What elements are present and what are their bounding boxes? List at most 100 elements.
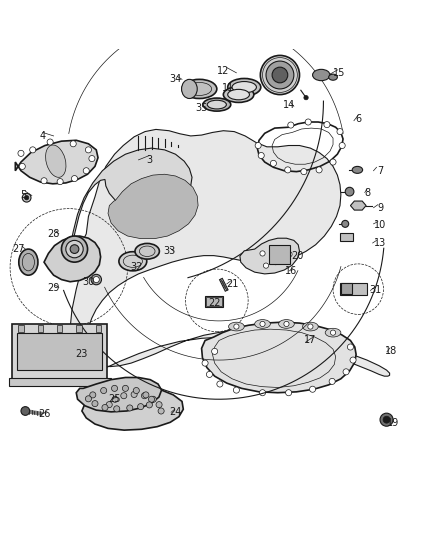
Ellipse shape	[182, 79, 217, 99]
Ellipse shape	[232, 82, 256, 93]
Circle shape	[133, 387, 139, 393]
Circle shape	[92, 400, 98, 407]
Text: 5: 5	[20, 190, 26, 200]
Circle shape	[255, 142, 261, 149]
Ellipse shape	[325, 328, 341, 337]
Text: 8: 8	[364, 188, 370, 198]
Ellipse shape	[135, 244, 159, 259]
Circle shape	[25, 196, 29, 200]
Circle shape	[70, 245, 79, 254]
Text: 31: 31	[370, 286, 382, 295]
Text: 35: 35	[195, 103, 208, 112]
Text: 13: 13	[374, 238, 386, 248]
Bar	[57, 325, 62, 332]
Circle shape	[41, 177, 47, 184]
Circle shape	[66, 240, 83, 258]
Circle shape	[202, 360, 208, 366]
Circle shape	[57, 179, 63, 184]
Circle shape	[131, 391, 137, 398]
Circle shape	[330, 330, 336, 335]
Text: 30: 30	[82, 277, 95, 287]
Circle shape	[301, 168, 307, 175]
Circle shape	[217, 381, 223, 387]
Text: 6: 6	[355, 114, 361, 124]
Text: 32: 32	[130, 262, 142, 271]
Ellipse shape	[313, 69, 330, 80]
Circle shape	[89, 156, 95, 161]
Circle shape	[263, 263, 268, 268]
Circle shape	[380, 413, 393, 426]
Bar	[206, 296, 223, 305]
Circle shape	[127, 405, 133, 411]
Circle shape	[148, 396, 155, 402]
Bar	[12, 324, 107, 381]
Polygon shape	[240, 238, 300, 274]
Circle shape	[342, 220, 349, 228]
Ellipse shape	[328, 74, 337, 80]
Text: 19: 19	[387, 418, 399, 428]
Text: 33: 33	[163, 246, 175, 256]
Ellipse shape	[229, 322, 244, 331]
Ellipse shape	[254, 320, 270, 328]
Circle shape	[158, 408, 164, 414]
Circle shape	[71, 175, 78, 182]
Circle shape	[259, 390, 265, 396]
Polygon shape	[350, 201, 366, 210]
Circle shape	[310, 386, 316, 392]
Circle shape	[18, 150, 24, 156]
Circle shape	[287, 252, 292, 257]
Circle shape	[285, 167, 291, 173]
Circle shape	[138, 403, 144, 410]
Circle shape	[284, 321, 289, 327]
Text: 4: 4	[40, 131, 46, 141]
Circle shape	[112, 385, 117, 391]
Text: 16: 16	[285, 266, 297, 276]
Text: 10: 10	[374, 220, 386, 230]
Ellipse shape	[223, 87, 254, 102]
Circle shape	[258, 152, 264, 158]
Circle shape	[61, 236, 88, 262]
Circle shape	[206, 372, 212, 377]
Circle shape	[260, 55, 300, 94]
Circle shape	[343, 369, 349, 375]
Circle shape	[91, 274, 102, 285]
Text: 20: 20	[291, 251, 304, 261]
Bar	[341, 284, 352, 294]
Bar	[38, 325, 43, 332]
Circle shape	[260, 251, 265, 256]
Circle shape	[288, 122, 294, 128]
Circle shape	[329, 378, 335, 384]
Text: 15: 15	[332, 68, 345, 78]
Bar	[9, 378, 111, 386]
Circle shape	[305, 119, 311, 125]
Bar	[205, 296, 223, 306]
Bar	[18, 333, 102, 370]
Text: 24: 24	[170, 407, 182, 417]
Ellipse shape	[182, 79, 197, 99]
Circle shape	[233, 387, 240, 393]
Ellipse shape	[203, 98, 231, 111]
Bar	[18, 325, 24, 332]
Text: 21: 21	[226, 279, 238, 289]
Circle shape	[19, 163, 25, 169]
Circle shape	[47, 139, 53, 145]
Circle shape	[260, 321, 265, 327]
Circle shape	[316, 167, 322, 173]
Circle shape	[83, 168, 89, 174]
Circle shape	[273, 260, 278, 265]
Text: 22: 22	[208, 298, 221, 309]
Bar	[269, 245, 290, 264]
Circle shape	[350, 357, 356, 363]
Circle shape	[347, 344, 353, 350]
Text: 29: 29	[47, 283, 60, 293]
Circle shape	[112, 396, 118, 402]
Text: 25: 25	[108, 394, 121, 404]
Text: 28: 28	[47, 229, 60, 239]
Circle shape	[114, 406, 120, 412]
Circle shape	[143, 392, 149, 398]
Text: 12: 12	[217, 66, 230, 76]
Circle shape	[90, 392, 96, 398]
Text: 18: 18	[385, 346, 397, 357]
Bar	[340, 233, 353, 241]
Circle shape	[85, 147, 92, 153]
